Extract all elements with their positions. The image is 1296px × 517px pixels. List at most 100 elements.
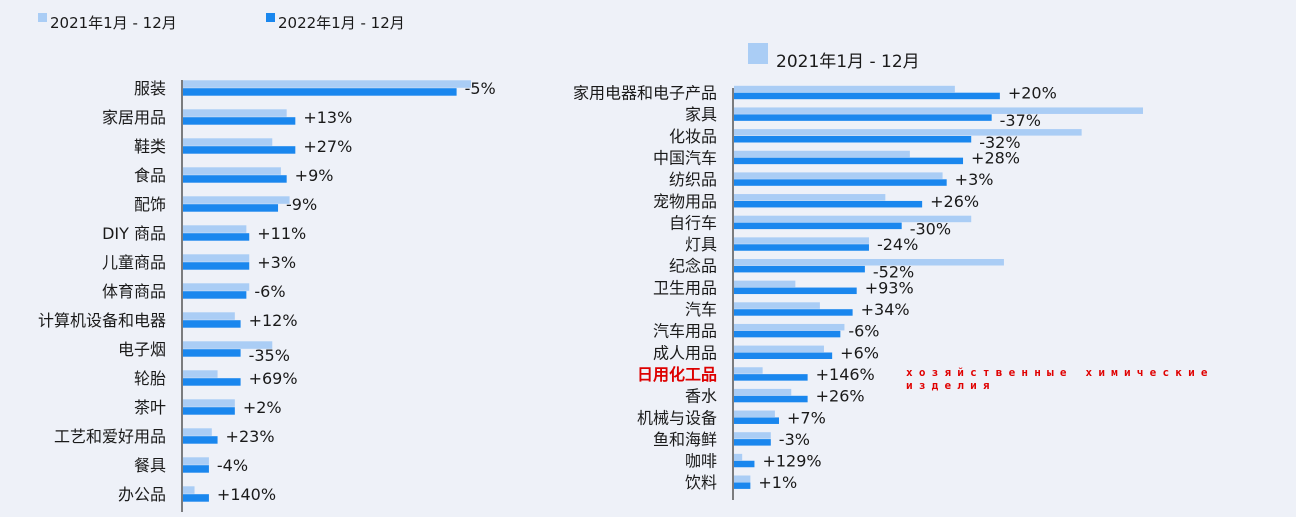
category-label: 汽车 (685, 300, 717, 319)
bar-2021 (734, 172, 943, 179)
bar-2021 (734, 215, 972, 223)
category-label: 成人用品 (653, 343, 717, 362)
category-label: 咖啡 (685, 452, 717, 471)
bar-2022 (183, 291, 247, 299)
bar-2022 (734, 92, 1000, 100)
bar-2021 (183, 486, 195, 494)
legend-label: 2022年1月 - 12月 (278, 14, 405, 32)
bar-2022 (734, 179, 947, 186)
data-label: +1% (758, 473, 797, 492)
data-label: +129% (762, 452, 821, 471)
bar-2021 (734, 194, 886, 201)
data-label: +3% (955, 170, 994, 189)
bar-2021 (734, 237, 869, 244)
bar-2022 (183, 204, 279, 212)
category-label: 鞋类 (134, 137, 166, 156)
bar-2022 (734, 157, 964, 165)
category-label: 纪念品 (669, 257, 717, 276)
data-label: +13% (303, 108, 352, 127)
category-label: 日用化工品 (637, 365, 717, 384)
bar-2022 (183, 175, 287, 183)
data-label: -24% (877, 235, 918, 254)
data-label: -30% (910, 219, 951, 238)
category-label: 办公品 (118, 485, 166, 504)
data-label: +23% (226, 427, 275, 446)
data-label: +34% (861, 300, 910, 319)
data-label: -32% (979, 133, 1020, 152)
category-label: 配饰 (134, 195, 166, 214)
category-label: 汽车用品 (653, 322, 717, 341)
category-label: 机械与设备 (637, 408, 717, 427)
data-label: -6% (254, 282, 285, 301)
bar-2022 (734, 200, 923, 208)
data-label: -52% (873, 263, 914, 282)
bar-2022 (183, 320, 241, 328)
bar-2021 (734, 367, 763, 374)
legend-swatch (748, 43, 768, 64)
legend-swatch (266, 13, 275, 22)
data-label: +93% (865, 278, 914, 297)
category-label: 纺织品 (669, 170, 717, 189)
category-label: 服装 (134, 79, 166, 98)
data-label: -9% (286, 195, 317, 214)
legend-label: 2021年1月 - 12月 (50, 14, 177, 32)
bar-2022 (734, 374, 808, 381)
category-label: 餐具 (134, 456, 166, 475)
data-label: +12% (249, 311, 298, 330)
bar-2022 (734, 287, 857, 295)
data-label: +69% (249, 369, 298, 388)
bar-2021 (734, 150, 910, 158)
bar-2021 (734, 85, 955, 93)
bar-2021 (734, 129, 1082, 136)
bar-2021 (183, 341, 273, 349)
category-label: 卫生用品 (653, 278, 717, 297)
data-label: +26% (930, 192, 979, 211)
category-label: 儿童商品 (102, 253, 166, 272)
bar-2021 (734, 280, 796, 288)
bar-2022 (734, 417, 779, 424)
bar-2022 (734, 482, 751, 489)
bar-2021 (183, 109, 287, 117)
bar-2021 (734, 302, 820, 309)
data-label: +11% (257, 224, 306, 243)
bar-2022 (734, 222, 902, 230)
category-label: 灯具 (685, 235, 717, 254)
data-label: +9% (295, 166, 334, 185)
bar-2022 (183, 349, 241, 357)
bar-2022 (734, 309, 853, 316)
data-label: +20% (1008, 84, 1057, 103)
bar-2022 (734, 114, 992, 121)
bar-2022 (734, 352, 833, 359)
data-label: -4% (217, 456, 248, 475)
bar-2021 (734, 475, 751, 482)
bar-2021 (734, 345, 824, 353)
category-label: 工艺和爱好用品 (54, 427, 166, 446)
category-label: 香水 (685, 387, 717, 406)
data-label: -6% (848, 322, 879, 341)
category-label: 轮胎 (134, 369, 166, 388)
category-label: 化妆品 (669, 127, 717, 146)
category-label: 家用电器和电子产品 (573, 84, 717, 103)
bar-2021 (734, 259, 1004, 266)
data-label: +140% (217, 485, 276, 504)
bar-2021 (734, 323, 845, 331)
data-label: +2% (243, 398, 282, 417)
category-label: 中国汽车 (653, 148, 717, 167)
bar-2022 (734, 460, 755, 468)
bar-2021 (183, 80, 471, 88)
data-label: +7% (787, 408, 826, 427)
bar-2021 (734, 453, 743, 461)
category-label: 家具 (685, 105, 717, 124)
bar-2022 (183, 233, 250, 241)
bar-2021 (183, 167, 281, 175)
data-label: +27% (303, 137, 352, 156)
bar-2022 (183, 378, 241, 386)
data-label: +3% (257, 253, 296, 272)
category-label: 茶叶 (134, 398, 166, 417)
data-label: +6% (840, 343, 879, 362)
category-label: 计算机设备和电器 (38, 311, 166, 330)
bar-2021 (734, 388, 792, 396)
